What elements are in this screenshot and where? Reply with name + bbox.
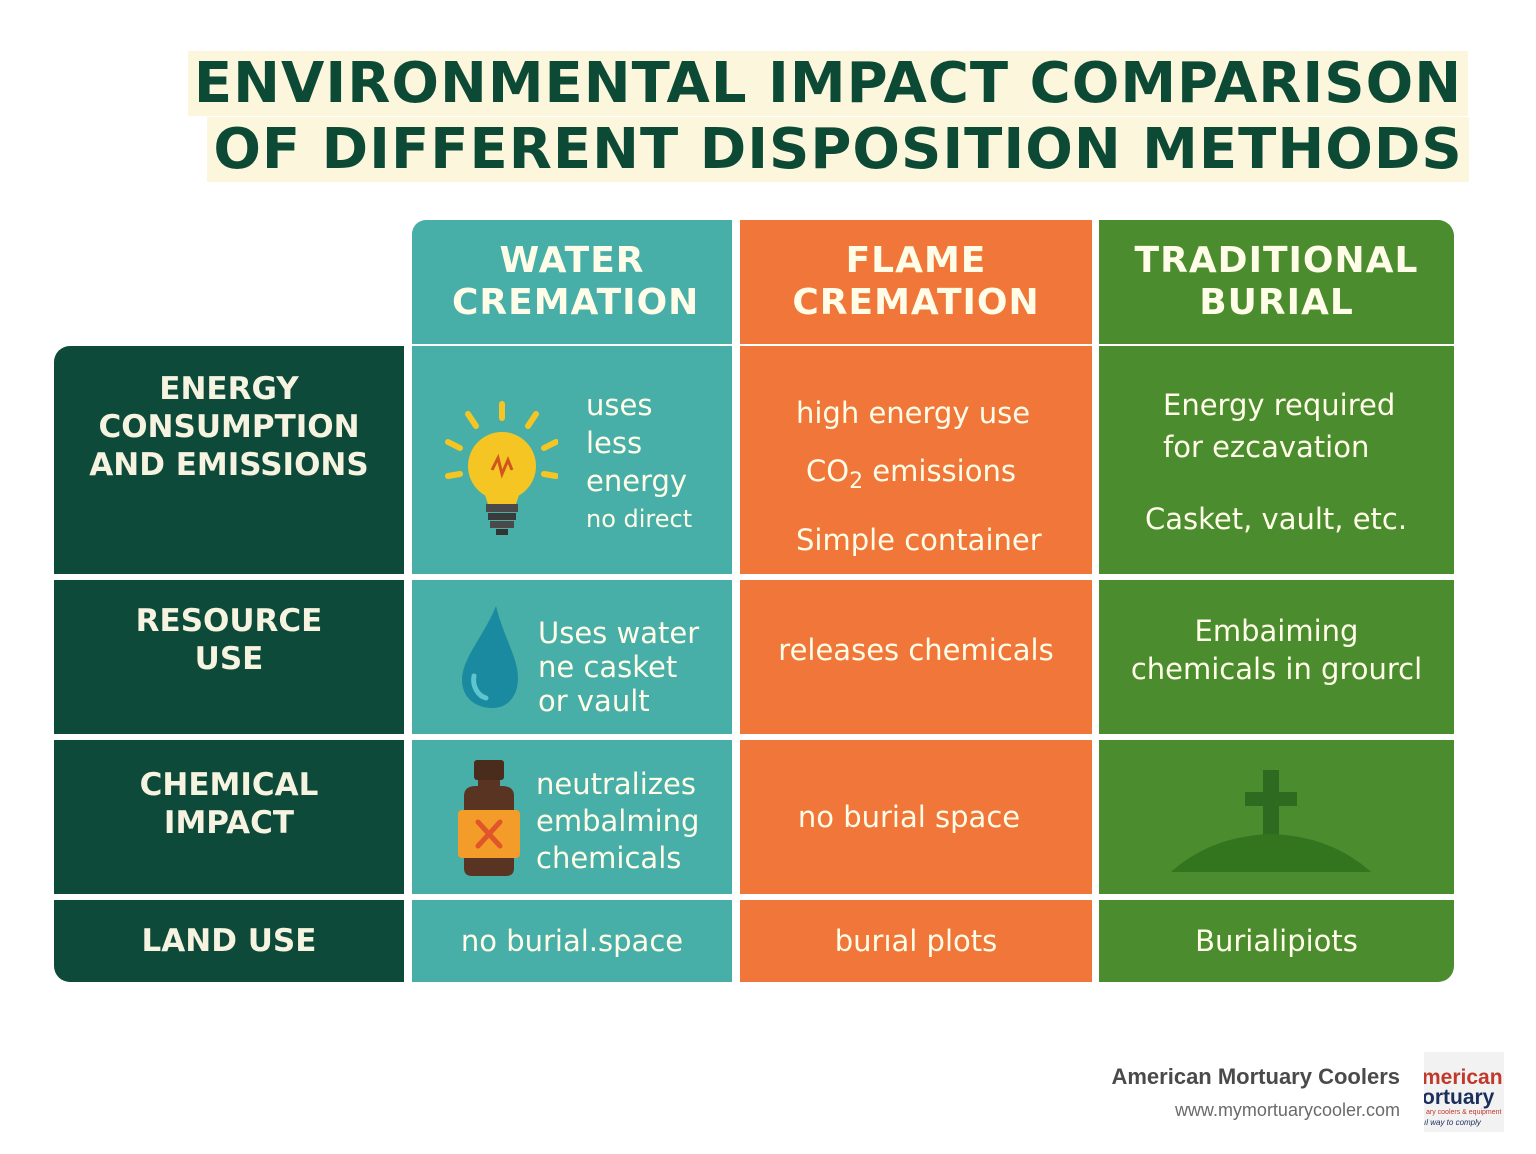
company-logo: merican ortuary ary coolers & equipment …	[1424, 1052, 1504, 1132]
cell-burial-land: Burialipiots	[1099, 900, 1454, 982]
water-land-text: no burial.space	[460, 924, 684, 958]
water-resource-line-1: Uses water	[538, 616, 700, 650]
flame-chemical-text: no burial space	[797, 800, 1021, 834]
cell-flame-chemical: no burial space	[740, 740, 1092, 894]
chemical-bottle-icon	[458, 760, 520, 876]
flame-resource-text: releases chemicals	[778, 633, 1054, 667]
row-label-chemical: CHEMICAL IMPACT	[54, 740, 404, 894]
row-label-resource: RESOURCE USE	[54, 580, 404, 734]
header-traditional-burial: TRADITIONAL BURIAL	[1099, 220, 1454, 344]
cell-burial-energy: Energy required for ezcavation Casket, v…	[1099, 346, 1454, 574]
header-water-cremation: WATER CREMATION	[412, 220, 732, 344]
burial-energy-line-1: Energy required	[1163, 388, 1396, 422]
flame-energy-line-1: high energy use	[796, 396, 1031, 430]
burial-energy-line-2: for ezcavation	[1163, 430, 1370, 464]
cell-water-land: no burial.space	[412, 900, 732, 982]
flame-energy-line-2: CO2 emissions	[806, 454, 1016, 494]
burial-resource-line-1: Embaiming	[1194, 614, 1359, 648]
cell-water-energy: uses less energy no direct	[412, 346, 732, 574]
water-energy-line-1: uses	[586, 388, 653, 422]
title-line-1: ENVIRONMENTAL IMPACT COMPARISON	[60, 51, 1536, 116]
water-energy-line-3: energy	[586, 464, 688, 498]
water-chemical-line-2: embalming	[536, 804, 700, 838]
lightbulb-icon	[445, 401, 558, 535]
cell-burial-resource: Embaiming chemicals in grourcl	[1099, 580, 1454, 734]
burial-energy-line-3: Casket, vault, etc.	[1145, 502, 1408, 536]
water-chemical-line-3: chemicals	[536, 841, 682, 875]
cell-flame-energy: high energy use CO2 emissions Simple con…	[740, 346, 1092, 574]
water-energy-line-4: no direct	[586, 505, 693, 533]
header-flame-cremation: FLAME CREMATION	[740, 220, 1092, 344]
title-line-2: OF DIFFERENT DISPOSITION METHODS	[70, 117, 1536, 182]
row-label-energy: ENERGY CONSUMPTION AND EMISSIONS	[54, 346, 404, 574]
row-label-land: LAND USE	[54, 900, 404, 982]
flame-energy-line-3: Simple container	[796, 522, 1042, 557]
burial-land-text: Burialipiots	[1195, 924, 1358, 958]
cell-flame-resource: releases chemicals	[740, 580, 1092, 734]
water-energy-line-2: less	[586, 426, 643, 460]
footer-company-name: American Mortuary Coolers	[1111, 1064, 1400, 1089]
footer-url: www.mymortuarycooler.com	[1174, 1100, 1400, 1120]
water-resource-line-2: ne casket	[538, 650, 678, 684]
cell-water-resource: Uses water ne casket or vault	[412, 580, 732, 734]
cell-flame-land: burıal plots	[740, 900, 1092, 982]
water-drop-icon	[462, 606, 518, 708]
cell-burial-chemical	[1099, 740, 1454, 894]
flame-land-text: burıal plots	[834, 924, 998, 958]
burial-resource-line-2: chemicals in grourcl	[1130, 652, 1423, 686]
water-resource-line-3: or vault	[538, 684, 650, 718]
water-chemical-line-1: neutralizes	[536, 767, 696, 801]
cell-water-chemical: neutralizes embalming chemicals	[412, 740, 732, 894]
grave-cross-icon	[1171, 770, 1371, 872]
